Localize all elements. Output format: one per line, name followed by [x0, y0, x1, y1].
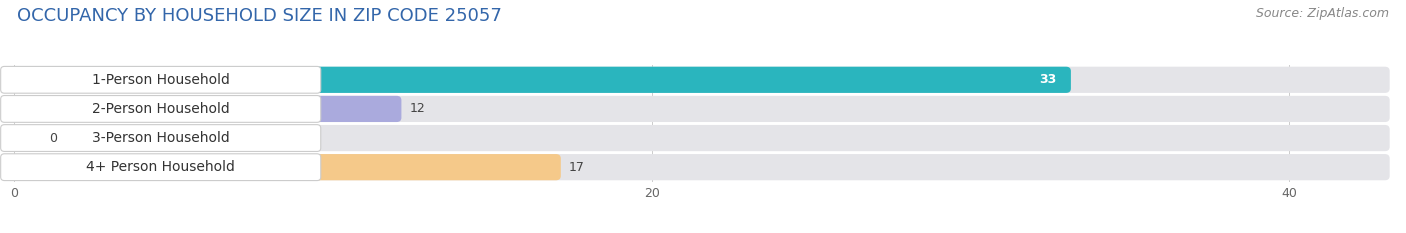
FancyBboxPatch shape — [10, 96, 401, 122]
Text: 2-Person Household: 2-Person Household — [91, 102, 229, 116]
FancyBboxPatch shape — [13, 128, 41, 148]
Text: 0: 0 — [49, 132, 58, 144]
Text: 1-Person Household: 1-Person Household — [91, 73, 229, 87]
FancyBboxPatch shape — [10, 125, 1389, 151]
Text: OCCUPANCY BY HOUSEHOLD SIZE IN ZIP CODE 25057: OCCUPANCY BY HOUSEHOLD SIZE IN ZIP CODE … — [17, 7, 502, 25]
Text: 33: 33 — [1039, 73, 1056, 86]
FancyBboxPatch shape — [10, 154, 1389, 180]
FancyBboxPatch shape — [0, 96, 321, 122]
Text: Source: ZipAtlas.com: Source: ZipAtlas.com — [1256, 7, 1389, 20]
FancyBboxPatch shape — [0, 154, 321, 181]
FancyBboxPatch shape — [10, 67, 1389, 93]
Text: 3-Person Household: 3-Person Household — [91, 131, 229, 145]
FancyBboxPatch shape — [0, 66, 321, 93]
FancyBboxPatch shape — [10, 67, 1071, 93]
Text: 17: 17 — [569, 161, 585, 174]
Text: 4+ Person Household: 4+ Person Household — [86, 160, 235, 174]
FancyBboxPatch shape — [0, 125, 321, 151]
FancyBboxPatch shape — [10, 96, 1389, 122]
Text: 12: 12 — [409, 103, 425, 115]
FancyBboxPatch shape — [10, 154, 561, 180]
